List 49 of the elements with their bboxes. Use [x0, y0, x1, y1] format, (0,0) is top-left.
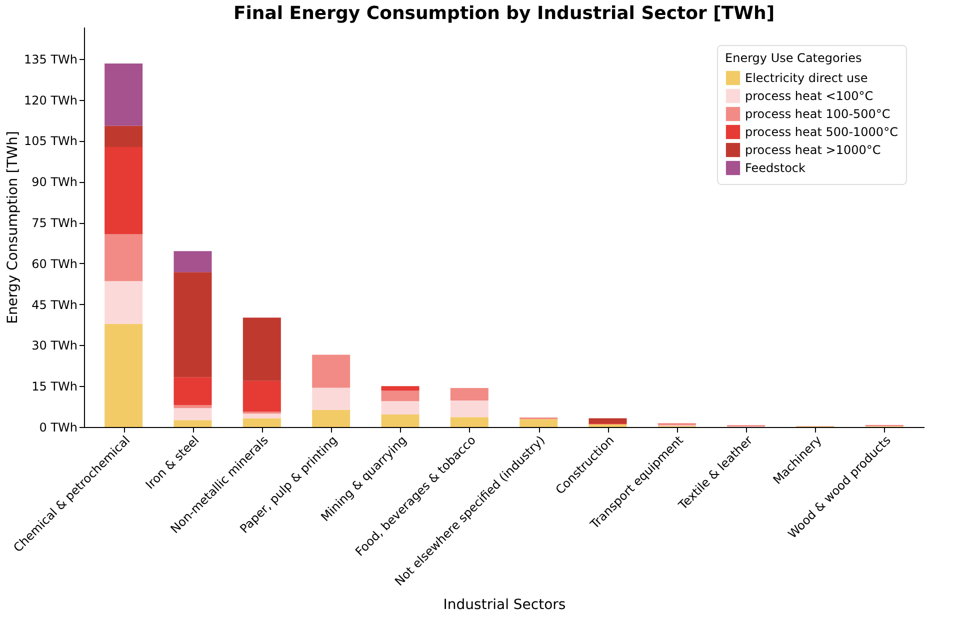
- bar: [312, 388, 350, 410]
- y-axis-title: Energy Consumption [TWh]: [4, 131, 21, 324]
- y-tick-label: 90 TWh: [32, 175, 78, 190]
- legend-label: process heat 500-1000°C: [745, 125, 898, 139]
- bar: [588, 424, 627, 427]
- bar: [242, 318, 281, 381]
- bar: [174, 408, 212, 420]
- bar: [104, 146, 143, 234]
- bar: [174, 405, 212, 408]
- legend-title: Energy Use Categories: [725, 51, 862, 65]
- y-tick-label: 15 TWh: [32, 380, 78, 394]
- bar: [450, 388, 488, 401]
- y-tick-label: 105 TWh: [24, 134, 78, 148]
- y-tick-label: 0 TWh: [39, 420, 78, 434]
- bar: [104, 64, 143, 126]
- bar: [104, 324, 143, 427]
- bar: [174, 420, 212, 427]
- bar: [381, 401, 420, 414]
- bar: [588, 418, 627, 424]
- legend-label: process heat >1000°C: [745, 143, 881, 157]
- chart-title: Final Energy Consumption by Industrial Sector [TWh]: [233, 3, 775, 24]
- bar: [381, 386, 420, 391]
- bar: [312, 354, 350, 388]
- bar: [381, 414, 420, 427]
- bar: [381, 390, 420, 402]
- legend-label: Feedstock: [745, 161, 806, 175]
- bar: [450, 400, 488, 418]
- y-tick-label: 45 TWh: [32, 298, 78, 312]
- legend-label: process heat <100°C: [745, 89, 874, 103]
- bar: [104, 234, 143, 282]
- bar: [242, 414, 281, 418]
- bar: [450, 417, 488, 427]
- bar: [174, 251, 212, 272]
- bar: [312, 410, 350, 427]
- bar: [242, 380, 281, 412]
- bar: [104, 126, 143, 147]
- bar: [242, 418, 281, 427]
- legend-label: process heat 100-500°C: [745, 107, 890, 121]
- y-tick-label: 120 TWh: [24, 93, 78, 108]
- y-tick-label: 75 TWh: [32, 216, 78, 230]
- y-tick-label: 135 TWh: [24, 52, 78, 66]
- y-tick-label: 60 TWh: [32, 256, 78, 271]
- y-tick-label: 30 TWh: [32, 338, 78, 353]
- bar: [104, 281, 143, 324]
- x-axis-title: Industrial Sectors: [443, 596, 566, 613]
- bar: [520, 419, 558, 427]
- bar: [174, 377, 212, 406]
- bar: [174, 272, 212, 378]
- legend-label: Electricity direct use: [745, 71, 868, 85]
